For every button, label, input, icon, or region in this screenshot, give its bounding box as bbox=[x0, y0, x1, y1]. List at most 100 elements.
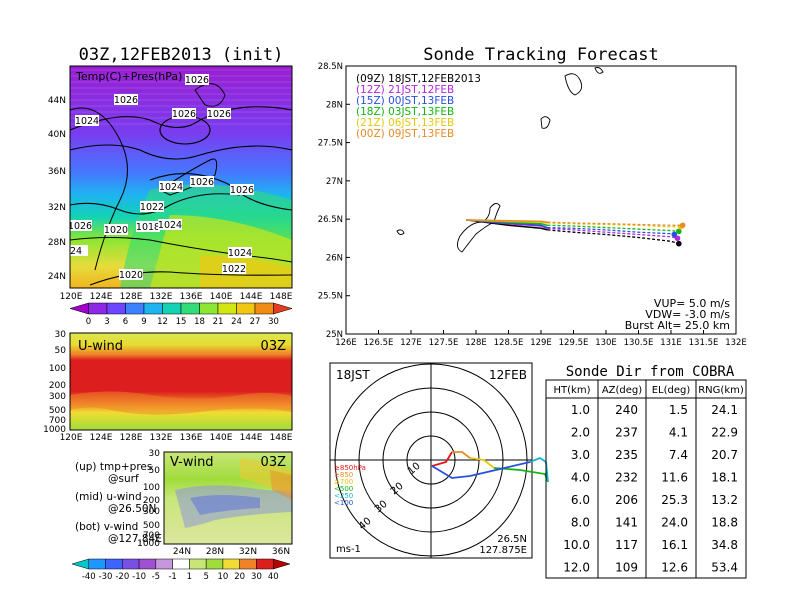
uwind-pressure-tick: 1000 bbox=[43, 425, 66, 435]
temp-colorbar-label: 30 bbox=[268, 317, 279, 327]
temp-colorbar-swatch bbox=[180, 302, 200, 315]
isobar-label: 1026 bbox=[230, 184, 254, 196]
uwind-lon-tick: 148E bbox=[270, 433, 293, 443]
track-line-descent bbox=[547, 226, 675, 236]
cobra-cell: 12.0 bbox=[563, 561, 590, 575]
isobar-label-text: 1026 bbox=[185, 75, 209, 86]
hodograph-level-legend: ≥850hPa≥850≥700<500<250<100 bbox=[334, 464, 366, 507]
hodo-level-entry: ≥850 bbox=[334, 471, 353, 479]
hodo-level-entry: <250 bbox=[334, 492, 353, 500]
cobra-cell: 13.2 bbox=[711, 493, 738, 507]
temp-colorbar-swatch bbox=[199, 302, 219, 315]
isobar-label-text: 1026 bbox=[230, 185, 254, 196]
uwind-pressure-tick: 100 bbox=[49, 364, 66, 374]
track-landing-point bbox=[671, 231, 678, 238]
surface-lat-tick: 32N bbox=[48, 203, 66, 213]
vwind-title: V-wind bbox=[170, 455, 214, 470]
track-legend-entry: (00Z) 09JST,13FEB bbox=[356, 128, 454, 140]
temp-colorbar: 0 3 6 9 12 15 18 21 24 27 30 bbox=[69, 302, 293, 327]
legend-line-4: @26.50N bbox=[108, 503, 156, 515]
temp-colorbar-swatch bbox=[106, 302, 126, 315]
track-lat-tick: 27.5N bbox=[318, 139, 343, 149]
wind-colorbar-label: -1 bbox=[168, 572, 176, 582]
wind-colorbar-swatch bbox=[172, 558, 190, 570]
cobra-cell: 25.3 bbox=[661, 493, 688, 507]
wind-colorbar-swatch bbox=[138, 558, 157, 570]
surface-lat-tick: 36N bbox=[48, 167, 66, 177]
wind-colorbar-label: 20 bbox=[234, 572, 245, 582]
isobar-label: 1024 bbox=[228, 247, 252, 259]
track-legend-entry: (18Z) 03JST,13FEB bbox=[356, 106, 454, 118]
wind-colorbar-swatch bbox=[71, 558, 90, 570]
cobra-cell: 237 bbox=[615, 426, 638, 440]
cobra-cell: 10.0 bbox=[563, 538, 590, 552]
track-landing-point bbox=[676, 228, 682, 235]
temp-colorbar-swatch bbox=[143, 302, 163, 315]
track-lon-tick: 131E bbox=[660, 338, 682, 348]
uwind-lon-tick: 124E bbox=[90, 433, 113, 443]
hodo-seg-250 bbox=[529, 456, 549, 483]
track-lon-tick: 132E bbox=[725, 338, 747, 348]
hodo-level-entry: <100 bbox=[334, 499, 353, 507]
wind-colorbar-swatch bbox=[122, 558, 140, 570]
track-line-ascent bbox=[466, 219, 548, 231]
uwind-lon-ticks: 120E 124E 128E 132E 136E 140E 144E 148E bbox=[60, 433, 293, 443]
cobra-table: HT(km) AZ(deg) EL(deg) RNG(km) 1.0 240 1.5 24.1… bbox=[545, 379, 747, 579]
cobra-cell: 16.1 bbox=[661, 538, 688, 552]
cobra-cell: 12.6 bbox=[661, 561, 688, 575]
track-lon-tick: 130.5E bbox=[624, 338, 654, 348]
hodograph-lat: 26.5N bbox=[497, 534, 527, 545]
tracking-lat-ticks: 28.5N 28N 27.5N 27N 26.5N 26N 25.5N 25N bbox=[318, 62, 350, 340]
wind-colorbar-label: -20 bbox=[115, 572, 129, 582]
isobar-label: 1024 bbox=[75, 115, 99, 127]
surface-lat-tick: 28N bbox=[48, 238, 66, 248]
wind-colorbar-swatch bbox=[155, 558, 173, 570]
uwind-lon-tick: 120E bbox=[60, 433, 83, 443]
isobar-label: 1026 bbox=[185, 74, 209, 86]
wind-colorbar-swatch bbox=[239, 558, 257, 570]
burst-alt-label: Burst Alt= 25.0 km bbox=[625, 319, 730, 332]
track-landing-point bbox=[679, 222, 686, 229]
hodograph-time: 18JST bbox=[336, 368, 370, 382]
cobra-cell: 232 bbox=[615, 471, 638, 485]
cobra-cell: 20.7 bbox=[711, 448, 738, 462]
isobar-label-text: 1020 bbox=[119, 270, 143, 281]
legend-line-6: @127.84E bbox=[108, 533, 162, 545]
track-line-descent bbox=[547, 224, 679, 233]
surface-lon-tick: 140E bbox=[210, 292, 233, 302]
surface-lat-tick: 44N bbox=[48, 96, 66, 106]
surface-lat-tick: 24N bbox=[48, 272, 66, 282]
uwind-pressure-tick: 30 bbox=[55, 330, 67, 340]
uwind-pressure-tick: 700 bbox=[49, 416, 66, 426]
isobar-label-text: 1026 bbox=[68, 221, 92, 232]
isobar-label: 1022 bbox=[222, 263, 246, 275]
surface-lon-tick: 144E bbox=[240, 292, 263, 302]
temp-colorbar-swatch bbox=[162, 302, 182, 315]
panel-legend-text: (up) tmp+pres @surf (mid) u-wind @26.50N… bbox=[75, 461, 162, 545]
hodo-level-entry: ≥700 bbox=[334, 478, 353, 486]
temp-colorbar-swatch bbox=[236, 302, 256, 315]
vwind-pressure-tick: 100 bbox=[143, 483, 160, 493]
temp-colorbar-label: 21 bbox=[213, 317, 224, 327]
vwind-time: 03Z bbox=[261, 455, 287, 470]
vwind-pressure-tick: 1000 bbox=[137, 539, 160, 549]
cobra-cell: 53.4 bbox=[711, 561, 738, 575]
wind-colorbar-swatch bbox=[272, 558, 291, 570]
isobar-label: 1018 bbox=[136, 221, 160, 233]
vwind-lat-tick: 32N bbox=[239, 547, 257, 557]
track-lon-tick: 127.5E bbox=[429, 338, 459, 348]
surface-lon-tick: 132E bbox=[150, 292, 173, 302]
temp-colorbar-swatch bbox=[217, 302, 237, 315]
isobar-label-text: 1024 bbox=[159, 182, 183, 193]
surface-lon-tick: 148E bbox=[270, 292, 293, 302]
cobra-cell: 117 bbox=[615, 538, 638, 552]
legend-line-5: (bot) v-wind bbox=[75, 521, 138, 533]
cobra-cell: 206 bbox=[615, 493, 638, 507]
legend-line-1: (up) tmp+pres bbox=[75, 461, 152, 473]
temp-colorbar-swatch bbox=[273, 302, 293, 315]
uwind-lon-tick: 136E bbox=[180, 433, 203, 443]
wind-colorbar-label: -30 bbox=[99, 572, 113, 582]
surface-lon-tick: 124E bbox=[90, 292, 113, 302]
wind-colorbar-label: -40 bbox=[82, 572, 96, 582]
